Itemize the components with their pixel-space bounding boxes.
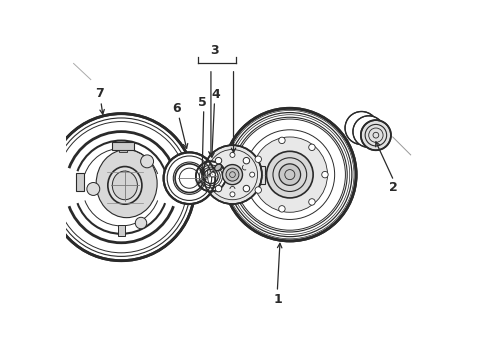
Circle shape [279, 137, 285, 144]
Circle shape [255, 187, 262, 193]
Circle shape [87, 183, 100, 195]
Circle shape [345, 112, 378, 144]
Ellipse shape [96, 149, 157, 218]
Circle shape [230, 192, 235, 197]
Circle shape [196, 161, 226, 192]
Circle shape [252, 137, 327, 212]
Bar [118, 225, 125, 235]
Ellipse shape [108, 167, 142, 204]
Circle shape [223, 108, 356, 241]
Circle shape [250, 172, 255, 177]
Circle shape [309, 199, 315, 205]
Circle shape [322, 171, 328, 178]
Circle shape [135, 217, 147, 229]
Ellipse shape [215, 164, 221, 171]
Circle shape [210, 172, 215, 177]
Bar [202, 166, 265, 184]
Circle shape [353, 116, 385, 147]
Bar [76, 173, 84, 191]
Circle shape [141, 155, 153, 168]
Text: 1: 1 [273, 293, 282, 306]
Circle shape [164, 152, 215, 204]
Circle shape [243, 157, 249, 164]
Circle shape [222, 165, 243, 185]
Circle shape [309, 144, 315, 150]
Bar [112, 141, 134, 150]
Text: 6: 6 [172, 103, 180, 116]
Text: 4: 4 [211, 88, 220, 101]
Ellipse shape [112, 171, 137, 200]
Circle shape [243, 185, 249, 192]
Circle shape [215, 157, 222, 164]
Circle shape [267, 151, 313, 198]
Circle shape [48, 114, 195, 261]
Text: 2: 2 [390, 181, 398, 194]
Bar [120, 150, 126, 152]
Circle shape [279, 164, 300, 185]
Text: 3: 3 [210, 44, 219, 57]
Circle shape [203, 145, 262, 204]
Circle shape [230, 152, 235, 157]
Circle shape [226, 168, 239, 181]
Circle shape [215, 185, 222, 192]
Circle shape [255, 156, 262, 162]
Circle shape [279, 206, 285, 212]
Text: 5: 5 [197, 96, 206, 109]
Text: 7: 7 [96, 87, 104, 100]
Circle shape [361, 120, 391, 150]
